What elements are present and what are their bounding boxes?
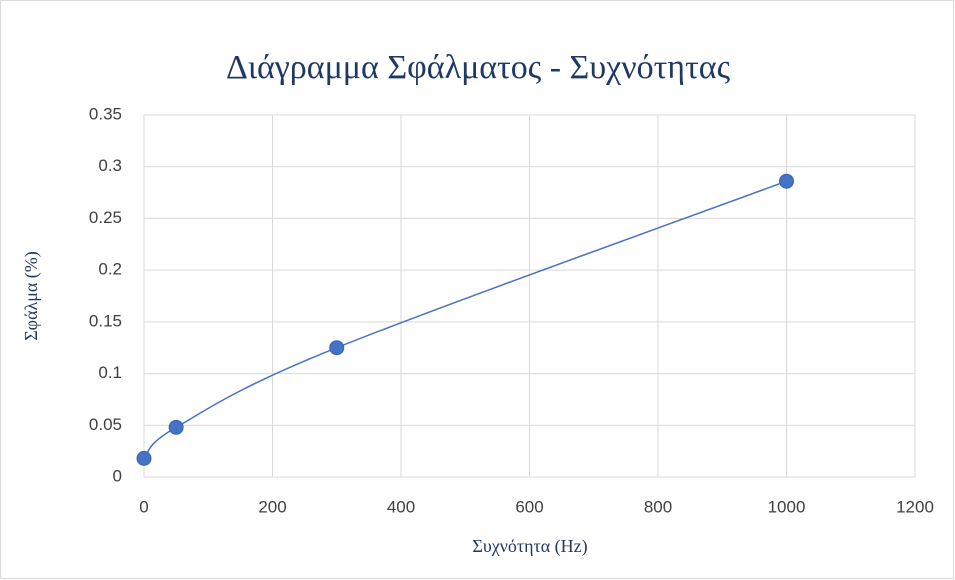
x-tick-label: 600: [515, 497, 543, 516]
y-tick-label: 0.05: [89, 415, 122, 434]
y-tick-label: 0.35: [89, 104, 122, 123]
y-tick-label: 0: [113, 466, 122, 485]
x-tick-label: 0: [139, 497, 148, 516]
y-tick-label: 0.1: [98, 363, 122, 382]
x-tick-label: 400: [387, 497, 415, 516]
y-tick-label: 0.25: [89, 208, 122, 227]
x-tick-label: 800: [644, 497, 672, 516]
y-tick-label: 0.2: [98, 260, 122, 279]
y-tick-label: 0.15: [89, 311, 122, 330]
chart-title: Διάγραμμα Σφάλματος - Συχνότητας: [226, 49, 731, 86]
data-point: [329, 340, 345, 356]
data-point: [168, 419, 184, 435]
x-tick-label: 200: [258, 497, 286, 516]
x-tick-label: 1000: [768, 497, 806, 516]
x-axis-label: Συχνότητα (Hz): [472, 536, 587, 557]
data-point: [136, 450, 152, 466]
y-axis-label: Σφάλμα (%): [21, 251, 42, 341]
x-tick-label: 1200: [896, 497, 934, 516]
y-tick-label: 0.3: [98, 156, 122, 175]
data-point: [779, 173, 794, 189]
